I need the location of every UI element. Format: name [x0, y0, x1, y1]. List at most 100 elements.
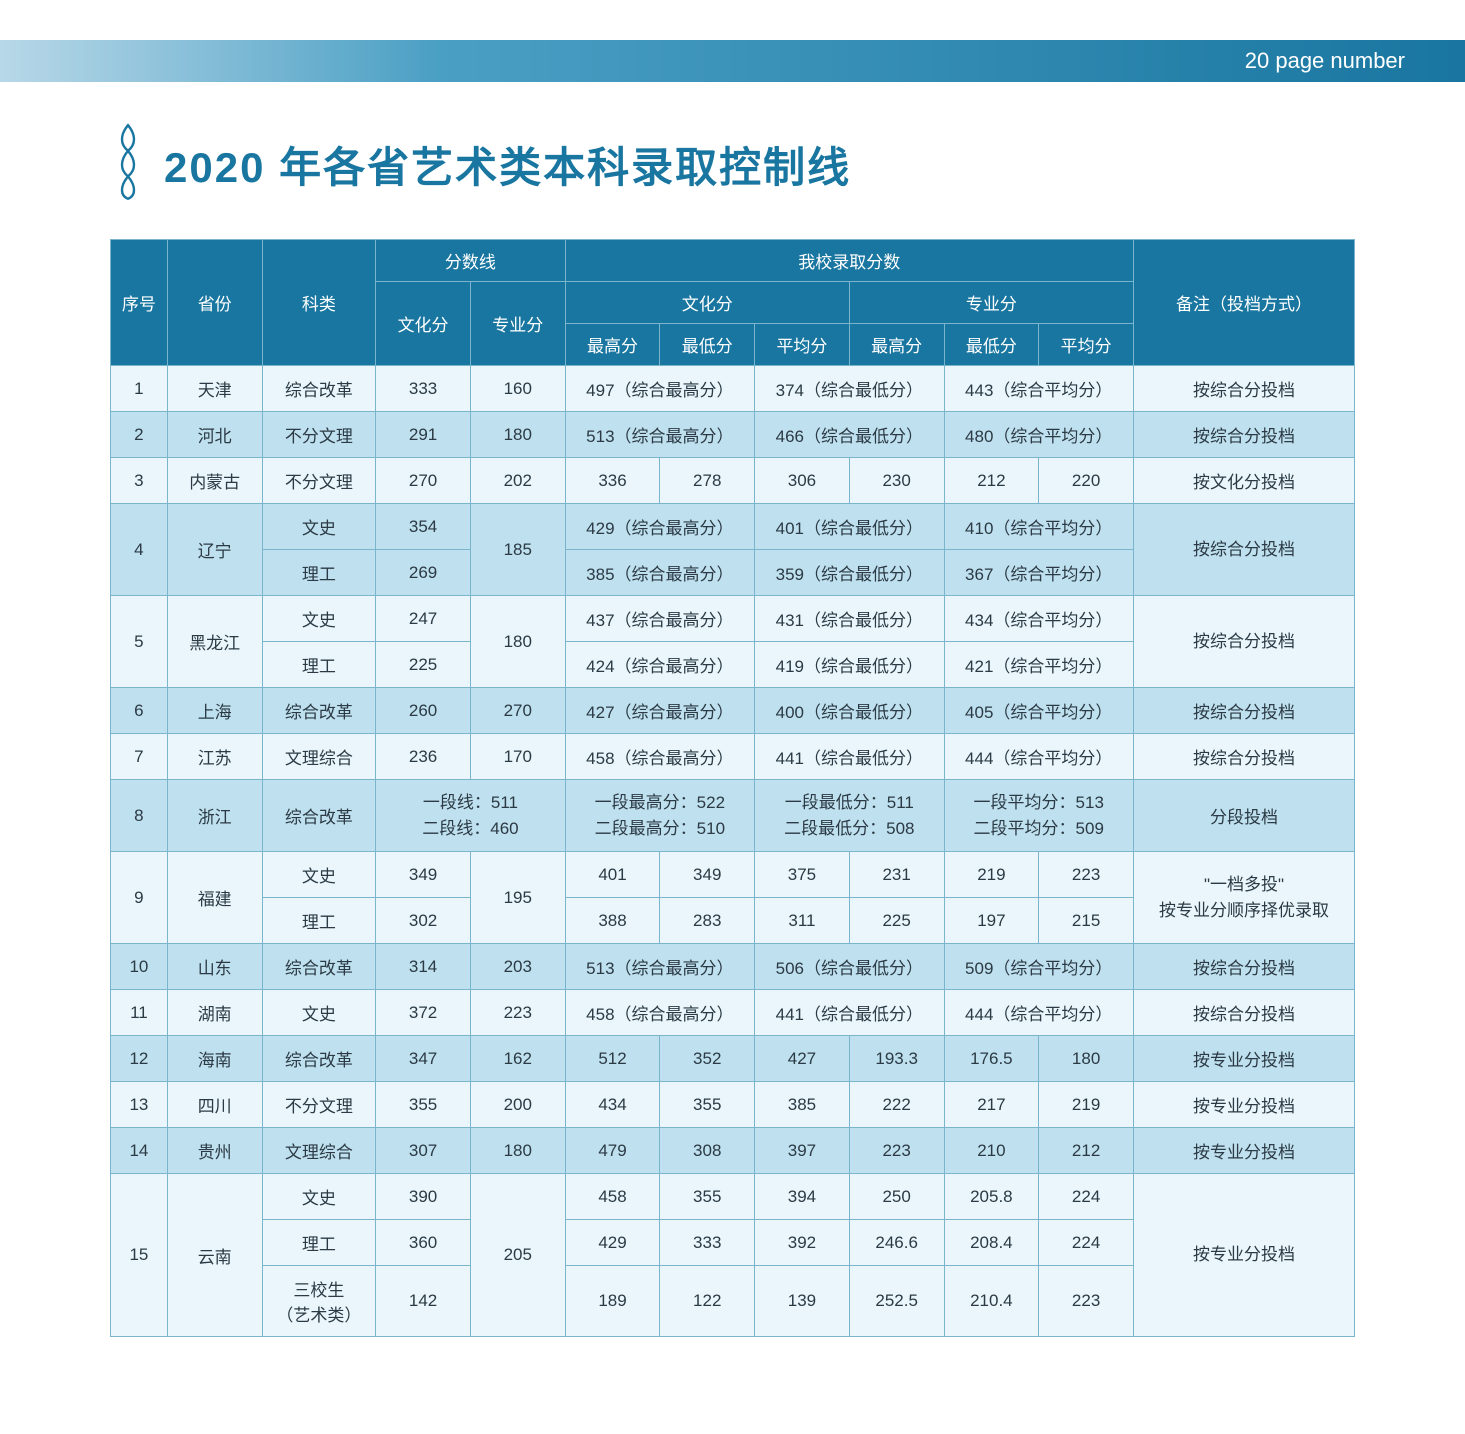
- table-cell: 一段平均分：513二段平均分：509: [944, 780, 1133, 852]
- table-cell: 219: [944, 852, 1039, 898]
- table-cell: 5: [111, 596, 168, 688]
- table-cell: 浙江: [167, 780, 262, 852]
- table-row: 10山东综合改革314203513（综合最高分）506（综合最低分）509（综合…: [111, 944, 1355, 990]
- table-cell: 3: [111, 458, 168, 504]
- th-province: 省份: [167, 240, 262, 366]
- table-cell: 333: [660, 1220, 755, 1266]
- table-row: 8浙江综合改革一段线：511二段线：460一段最高分：522二段最高分：510一…: [111, 780, 1355, 852]
- table-cell: 按综合分投档: [1133, 596, 1354, 688]
- table-cell: 269: [376, 550, 471, 596]
- th-m-avg: 平均分: [1039, 324, 1134, 366]
- table-cell: 4: [111, 504, 168, 596]
- table-cell: 394: [755, 1174, 850, 1220]
- th-remark: 备注（投档方式）: [1133, 240, 1354, 366]
- table-cell: 236: [376, 734, 471, 780]
- content: 2020 年各省艺术类本科录取控制线 序号 省份 科类 分数线 我校录取分数 备…: [0, 82, 1465, 1337]
- table-cell: 217: [944, 1082, 1039, 1128]
- table-cell: 359（综合最低分）: [755, 550, 944, 596]
- table-cell: 224: [1039, 1220, 1134, 1266]
- table-cell: 374（综合最低分）: [755, 366, 944, 412]
- table-cell: 223: [1039, 852, 1134, 898]
- table-cell: 458（综合最高分）: [565, 990, 754, 1036]
- th-c-min: 最低分: [660, 324, 755, 366]
- table-cell: 按综合分投档: [1133, 990, 1354, 1036]
- table-cell: 429: [565, 1220, 660, 1266]
- table-row: 4辽宁文史354185429（综合最高分）401（综合最低分）410（综合平均分…: [111, 504, 1355, 550]
- table-cell: 162: [470, 1036, 565, 1082]
- table-cell: 220: [1039, 458, 1134, 504]
- table-cell: 210: [944, 1128, 1039, 1174]
- table-cell: 355: [660, 1082, 755, 1128]
- table-cell: 195: [470, 852, 565, 944]
- table-cell: 139: [755, 1266, 850, 1337]
- table-cell: 15: [111, 1174, 168, 1337]
- admission-table: 序号 省份 科类 分数线 我校录取分数 备注（投档方式） 文化分 专业分 文化分…: [110, 239, 1355, 1337]
- table-cell: 180: [470, 1128, 565, 1174]
- table-cell: 506（综合最低分）: [755, 944, 944, 990]
- table-cell: 按文化分投档: [1133, 458, 1354, 504]
- table-cell: 458（综合最高分）: [565, 734, 754, 780]
- table-cell: 205.8: [944, 1174, 1039, 1220]
- table-cell: 291: [376, 412, 471, 458]
- table-cell: 429（综合最高分）: [565, 504, 754, 550]
- table-cell: 360: [376, 1220, 471, 1266]
- table-row: 15云南文史390205458355394250205.8224按专业分投档: [111, 1174, 1355, 1220]
- th-major: 专业分: [849, 282, 1133, 324]
- table-row: 13四川不分文理355200434355385222217219按专业分投档: [111, 1082, 1355, 1128]
- table-cell: 按综合分投档: [1133, 688, 1354, 734]
- table-cell: 不分文理: [262, 412, 376, 458]
- table-body: 1天津综合改革333160497（综合最高分）374（综合最低分）443（综合平…: [111, 366, 1355, 1337]
- table-cell: 410（综合平均分）: [944, 504, 1133, 550]
- table-cell: 283: [660, 898, 755, 944]
- table-cell: 14: [111, 1128, 168, 1174]
- table-cell: 250: [849, 1174, 944, 1220]
- table-cell: 223: [470, 990, 565, 1036]
- table-cell: 202: [470, 458, 565, 504]
- table-cell: 355: [660, 1174, 755, 1220]
- table-cell: 427（综合最高分）: [565, 688, 754, 734]
- table-cell: 三校生（艺术类）: [262, 1266, 376, 1337]
- table-cell: 6: [111, 688, 168, 734]
- table-cell: 355: [376, 1082, 471, 1128]
- table-cell: 122: [660, 1266, 755, 1337]
- table-cell: 13: [111, 1082, 168, 1128]
- table-cell: 401（综合最低分）: [755, 504, 944, 550]
- table-cell: 一段最高分：522二段最高分：510: [565, 780, 754, 852]
- table-cell: 贵州: [167, 1128, 262, 1174]
- table-cell: 189: [565, 1266, 660, 1337]
- table-cell: 160: [470, 366, 565, 412]
- table-cell: 311: [755, 898, 850, 944]
- th-c-avg: 平均分: [755, 324, 850, 366]
- title-row: 2020 年各省艺术类本科录取控制线: [110, 122, 1355, 207]
- table-cell: 180: [1039, 1036, 1134, 1082]
- th-culture: 文化分: [565, 282, 849, 324]
- table-cell: 200: [470, 1082, 565, 1128]
- table-cell: 354: [376, 504, 471, 550]
- th-our-admit: 我校录取分数: [565, 240, 1133, 282]
- table-cell: 424（综合最高分）: [565, 642, 754, 688]
- table-cell: 180: [470, 596, 565, 688]
- table-cell: 208.4: [944, 1220, 1039, 1266]
- table-cell: 综合改革: [262, 688, 376, 734]
- table-cell: 441（综合最低分）: [755, 990, 944, 1036]
- table-cell: 176.5: [944, 1036, 1039, 1082]
- table-cell: 综合改革: [262, 944, 376, 990]
- table-cell: 444（综合平均分）: [944, 734, 1133, 780]
- table-cell: 黑龙江: [167, 596, 262, 688]
- table-cell: 314: [376, 944, 471, 990]
- table-cell: 7: [111, 734, 168, 780]
- table-cell: 河北: [167, 412, 262, 458]
- table-cell: 不分文理: [262, 458, 376, 504]
- table-cell: 247: [376, 596, 471, 642]
- th-m-min: 最低分: [944, 324, 1039, 366]
- table-cell: 352: [660, 1036, 755, 1082]
- table-cell: 397: [755, 1128, 850, 1174]
- table-cell: 文史: [262, 504, 376, 550]
- table-cell: 180: [470, 412, 565, 458]
- table-cell: 8: [111, 780, 168, 852]
- table-cell: 文史: [262, 852, 376, 898]
- table-cell: 10: [111, 944, 168, 990]
- table-cell: 388: [565, 898, 660, 944]
- table-row: 9福建文史349195401349375231219223"一档多投"按专业分顺…: [111, 852, 1355, 898]
- table-row: 6上海综合改革260270427（综合最高分）400（综合最低分）405（综合平…: [111, 688, 1355, 734]
